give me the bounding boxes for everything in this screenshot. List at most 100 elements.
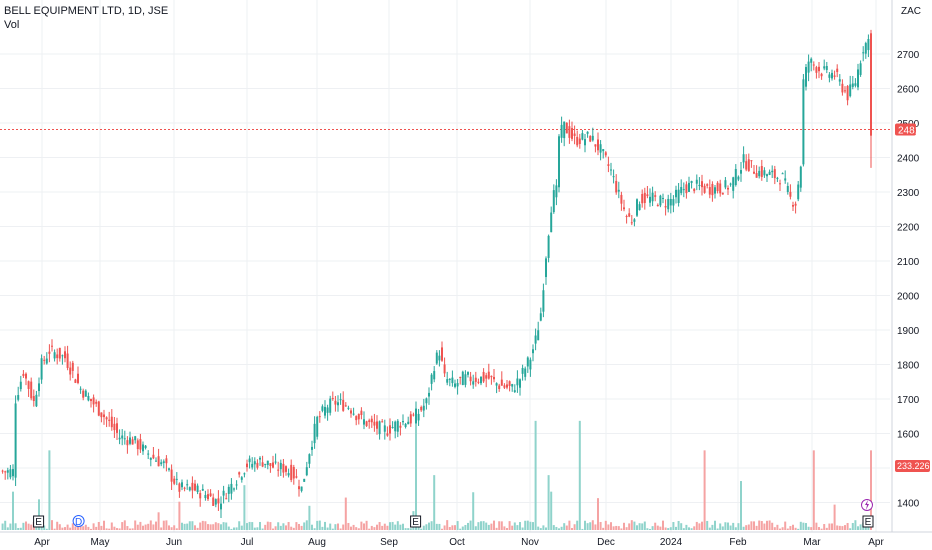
candle-body [503, 385, 506, 388]
candle-body [170, 469, 173, 482]
candle-body [303, 478, 306, 482]
volume-bar [404, 528, 407, 530]
volume-bar [305, 520, 308, 530]
earnings-marker[interactable] [33, 515, 45, 528]
volume-bar [134, 520, 137, 530]
candle-body [594, 144, 597, 147]
candle-body [155, 460, 157, 462]
volume-bar [162, 520, 165, 530]
candle-body [344, 405, 347, 407]
candle-body [599, 144, 602, 153]
candle-body [474, 377, 477, 382]
volume-bar [113, 526, 116, 530]
candle-body [779, 183, 781, 185]
candle-body [456, 383, 459, 387]
volume-bar [828, 523, 831, 530]
volume-bar [446, 520, 449, 530]
candle-body [443, 364, 446, 374]
candle-body [30, 381, 33, 399]
candle-body [329, 398, 332, 413]
volume-bar [779, 528, 781, 530]
candle-body [27, 381, 30, 389]
volume-bar [311, 524, 313, 530]
earnings-marker[interactable] [410, 515, 422, 528]
dividend-marker[interactable] [72, 515, 85, 527]
candle-body [373, 421, 376, 426]
volume-bar [277, 522, 280, 530]
candle-body [560, 124, 563, 138]
earnings-marker[interactable] [862, 515, 874, 528]
volume-bar [495, 527, 498, 530]
volume-bar [604, 520, 607, 530]
volume-bar [129, 528, 131, 530]
time-axis[interactable]: Apr May Jun Jul Aug Sep Oct Nov Dec 2024 Feb Mar Apr [34, 537, 884, 548]
volume-bar [394, 524, 397, 530]
earnings-label: E [865, 517, 872, 528]
volume-bar [430, 521, 433, 530]
candle-body [815, 67, 818, 73]
volume-bar [638, 523, 641, 530]
candle-body [862, 52, 865, 54]
candle-body [706, 184, 709, 186]
candle-body [162, 461, 165, 463]
volume-bar [235, 527, 238, 530]
candle-body [708, 187, 711, 195]
candle-body [222, 490, 225, 496]
volume-bar [370, 525, 373, 530]
volume-bar [758, 520, 761, 530]
candle-body [477, 381, 480, 383]
volume-bar [643, 521, 646, 530]
candle-body [776, 177, 779, 179]
candle-body [110, 416, 113, 428]
candle-body [168, 468, 170, 470]
candle-body [277, 469, 280, 471]
volume-bar [230, 528, 233, 530]
volume-bar [755, 525, 758, 530]
candle-body [9, 469, 12, 478]
candle-body [139, 439, 142, 450]
volume-bar [461, 526, 464, 530]
candle-body [662, 197, 664, 199]
volume-bar [578, 420, 581, 530]
price-axis[interactable]: 1400150016001700180019002000210022002300… [897, 50, 920, 510]
candle-body [196, 485, 199, 492]
candle-body [243, 473, 246, 475]
volume-bar [160, 527, 163, 530]
event-markers[interactable]: E E ED [33, 499, 874, 529]
volume-bar [732, 522, 735, 530]
volume-bar [352, 524, 355, 530]
volume-bar [664, 527, 667, 530]
candle-body [784, 178, 787, 181]
candle-body [755, 173, 758, 178]
candle-body [711, 183, 714, 196]
volume-bar [428, 522, 430, 530]
candle-body [654, 195, 657, 197]
volume-bar [552, 525, 555, 530]
candle-body [425, 398, 428, 404]
candle-body [422, 405, 425, 411]
volume-bar [183, 523, 186, 530]
volume-bar [630, 520, 633, 530]
candle-body [500, 379, 503, 386]
volume-bar [194, 525, 196, 530]
candle-body [144, 445, 147, 449]
candle-body [703, 185, 706, 193]
volume-bar [560, 526, 563, 530]
volume-bar [256, 527, 259, 530]
candle-body [506, 384, 508, 388]
candle-body [417, 413, 420, 421]
volume-bar [82, 526, 85, 530]
candle-body [178, 483, 181, 492]
volume-bar [422, 525, 425, 530]
candle-body [846, 86, 849, 101]
volume-bar [708, 527, 711, 530]
volume-bar [563, 523, 566, 530]
candle-body [550, 212, 553, 233]
candle-body [721, 192, 724, 195]
volume-bar [589, 522, 592, 530]
volume-bar [654, 522, 657, 530]
candle-body [737, 176, 740, 180]
candle-body [201, 488, 204, 491]
candle-body [534, 335, 537, 344]
